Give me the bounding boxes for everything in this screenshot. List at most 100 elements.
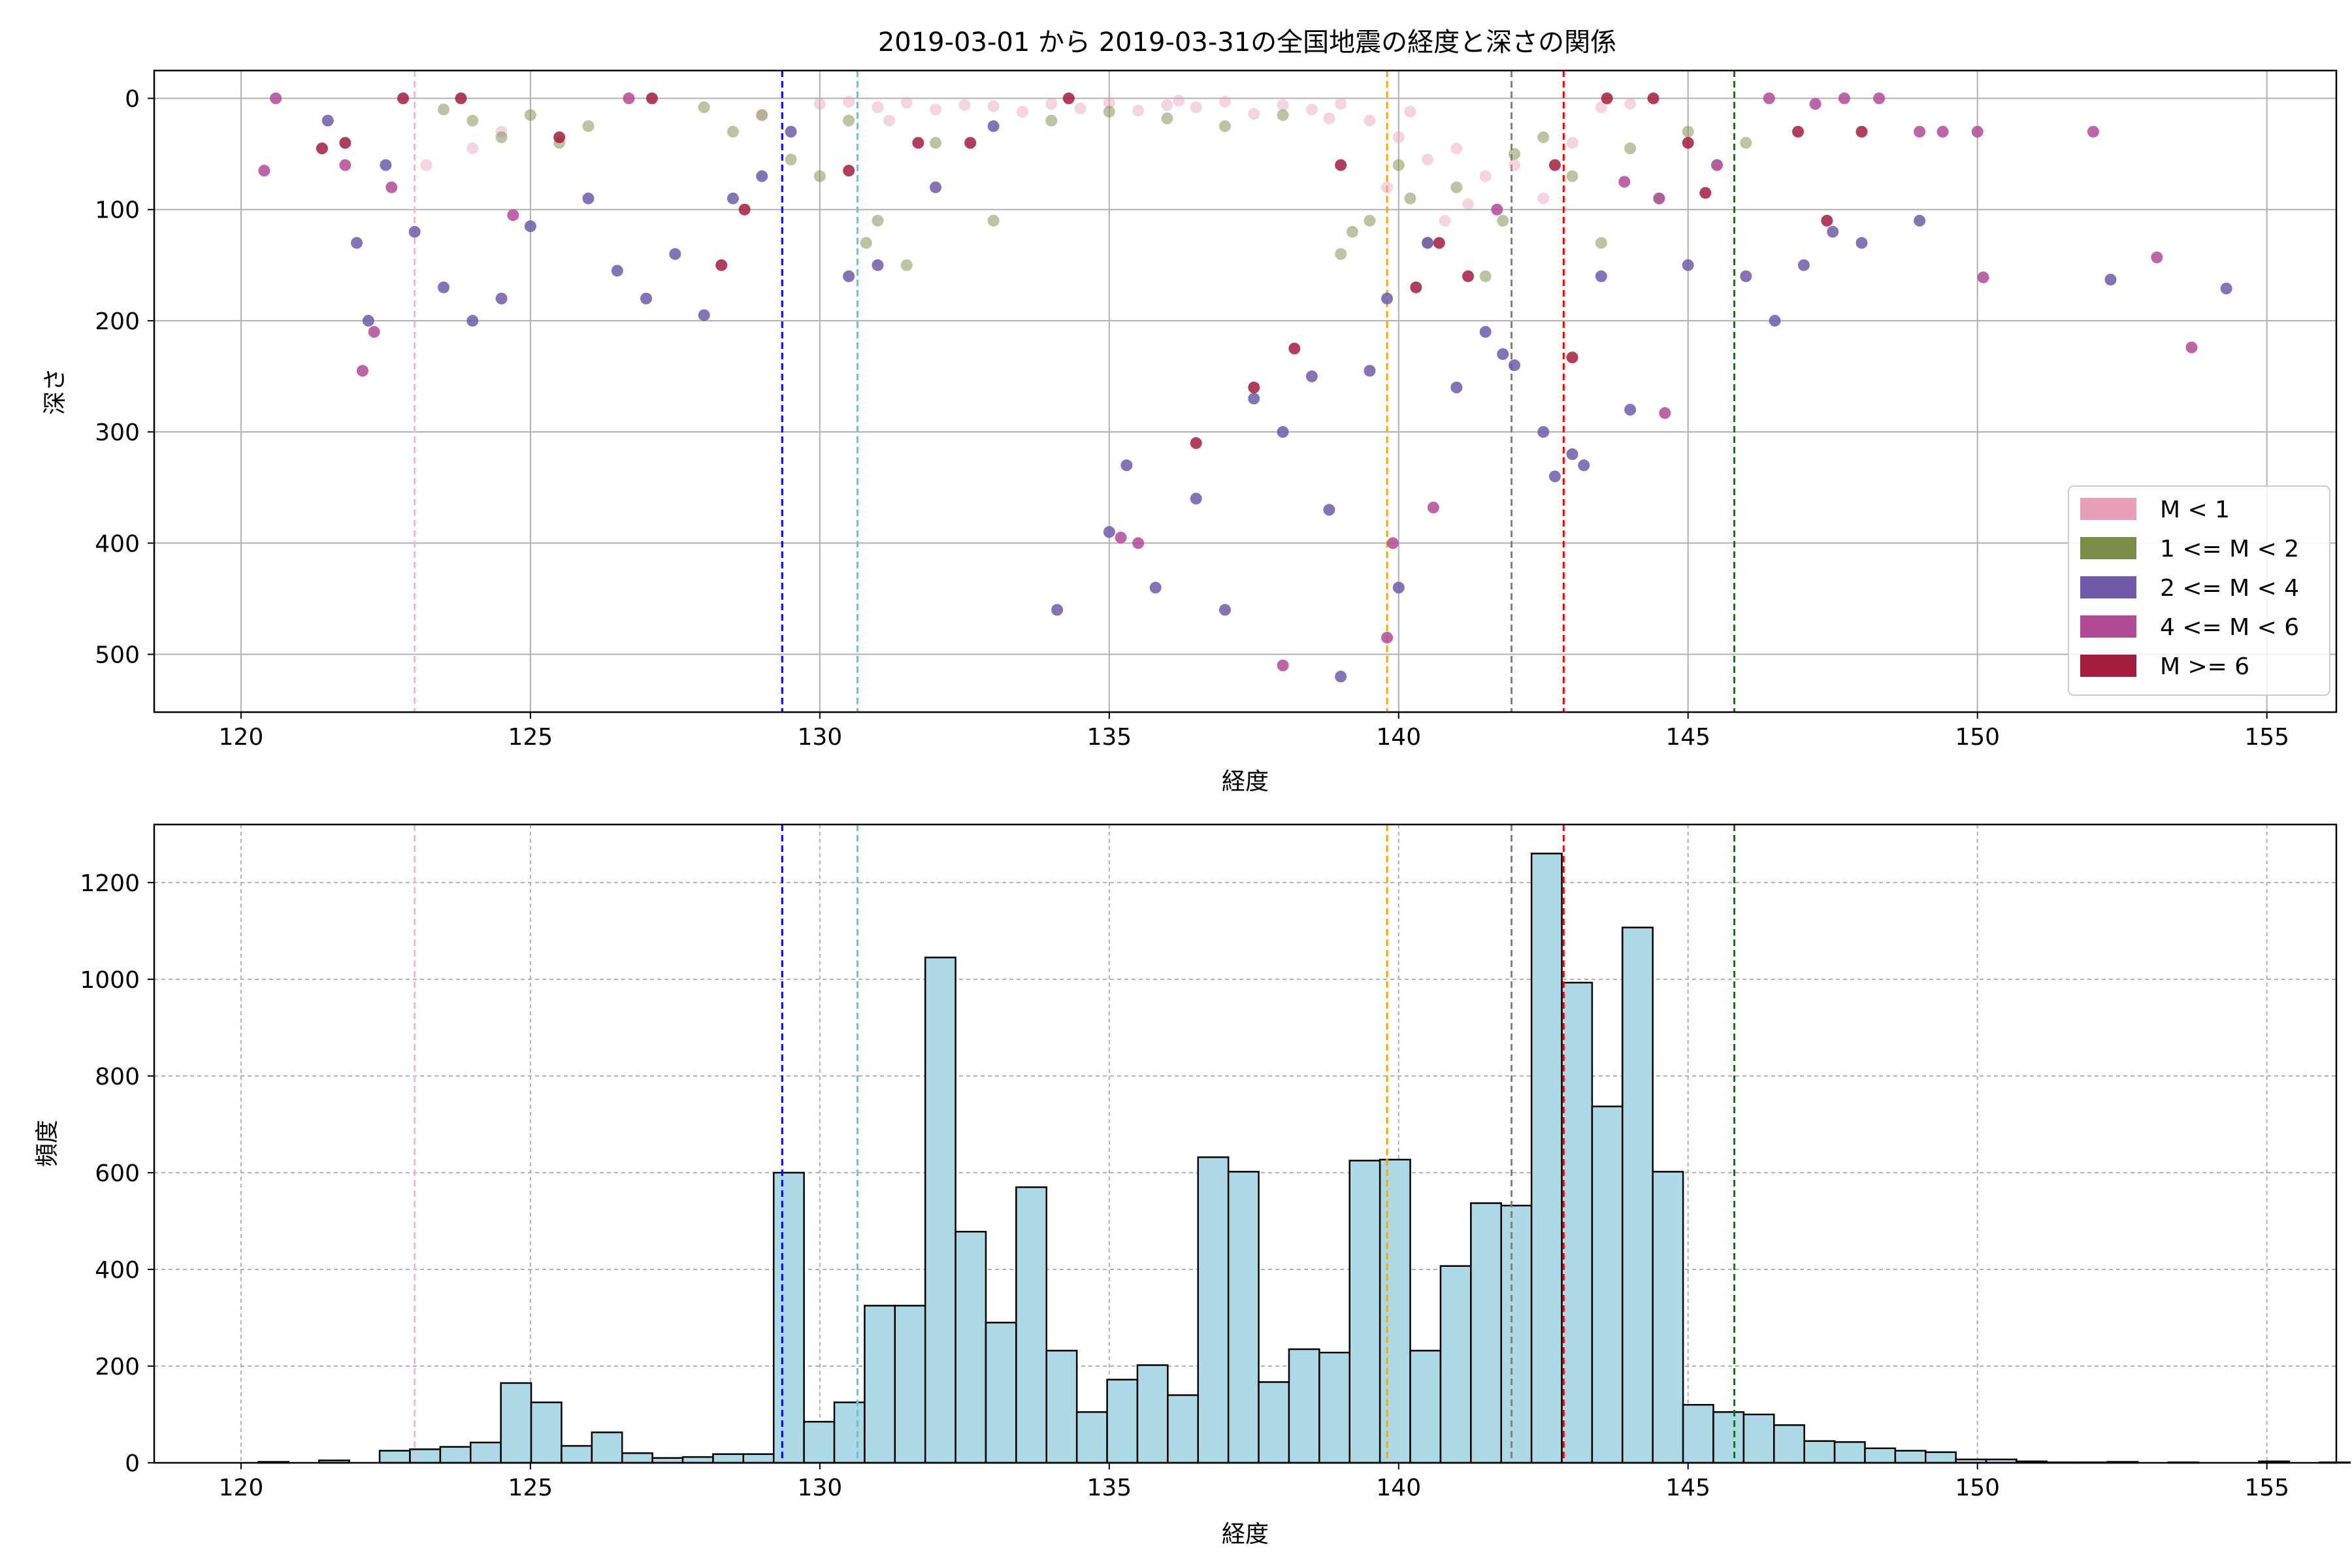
scatter-point bbox=[1335, 98, 1347, 110]
scatter-point bbox=[1051, 604, 1064, 616]
scatter-point bbox=[1305, 370, 1318, 383]
scatter-point bbox=[872, 214, 884, 227]
scatter-point bbox=[1381, 181, 1394, 193]
scatter-point bbox=[495, 292, 508, 304]
scatter-point bbox=[900, 97, 913, 109]
scatter-point bbox=[582, 192, 595, 204]
scatter-point bbox=[1323, 504, 1335, 516]
scatter-point bbox=[339, 137, 351, 149]
histogram-bar bbox=[1742, 1413, 1775, 1464]
scatter-point bbox=[1335, 159, 1347, 171]
histogram-x-ticks: 120 125 130 135 140 145 150 155 bbox=[219, 1463, 2289, 1501]
y-tick-label: 400 bbox=[95, 1257, 140, 1284]
scatter-point bbox=[1248, 108, 1260, 120]
scatter-point bbox=[1277, 426, 1289, 438]
scatter-point bbox=[645, 92, 658, 105]
scatter-point bbox=[1433, 237, 1445, 249]
y-tick-label: 400 bbox=[95, 531, 140, 557]
histogram-bar bbox=[833, 1401, 866, 1464]
histogram-bar bbox=[1258, 1381, 1290, 1464]
histogram-bar bbox=[1682, 1403, 1714, 1464]
x-tick-label: 130 bbox=[797, 724, 842, 751]
scatter-point bbox=[1624, 98, 1637, 110]
legend-label: 1 <= M < 2 bbox=[2160, 536, 2299, 563]
histogram-grid bbox=[154, 825, 2336, 1463]
scatter-point bbox=[1386, 537, 1399, 549]
histogram-bar bbox=[1288, 1348, 1320, 1464]
scatter-point bbox=[623, 92, 635, 105]
histogram-bar bbox=[1318, 1351, 1351, 1464]
scatter-point bbox=[930, 181, 942, 193]
scatter-point bbox=[1410, 281, 1422, 293]
legend-swatch bbox=[2080, 498, 2136, 520]
scatter-point bbox=[1763, 92, 1775, 105]
chart-title: 2019-03-01 から 2019-03-31の全国地震の経度と深さの関係 bbox=[878, 27, 1616, 57]
scatter-point bbox=[2151, 251, 2163, 263]
scatter-point bbox=[1971, 125, 1984, 138]
x-tick-label: 140 bbox=[1376, 1475, 1421, 1501]
histogram-bar bbox=[1925, 1451, 1957, 1464]
histogram-bar bbox=[439, 1446, 472, 1464]
scatter-point bbox=[1103, 105, 1115, 118]
scatter-point bbox=[1381, 631, 1394, 644]
y-tick-label: 200 bbox=[95, 1354, 140, 1380]
scatter-point bbox=[1335, 248, 1347, 260]
scatter-point bbox=[1508, 159, 1520, 171]
scatter-point bbox=[1190, 437, 1202, 449]
scatter-point bbox=[1450, 181, 1463, 193]
histogram-x-axis-label: 経度 bbox=[1222, 1521, 1269, 1548]
y-tick-label: 200 bbox=[95, 308, 140, 335]
scatter-point bbox=[1479, 325, 1492, 338]
scatter-point bbox=[466, 114, 479, 127]
y-tick-label: 1200 bbox=[80, 870, 140, 897]
scatter-point bbox=[843, 270, 855, 282]
scatter-point bbox=[1699, 187, 1712, 199]
scatter-point bbox=[872, 101, 884, 114]
scatter-point bbox=[1682, 125, 1694, 138]
scatter-point bbox=[1914, 125, 1926, 138]
histogram-bar bbox=[591, 1431, 623, 1464]
histogram-bar bbox=[469, 1441, 502, 1464]
scatter-point bbox=[2185, 341, 2198, 353]
histogram-bar bbox=[772, 1171, 805, 1464]
scatter-point bbox=[1422, 154, 1434, 166]
scatter-y-ticks: 0 100 200 300 400 500 bbox=[95, 86, 154, 669]
scatter-point bbox=[1364, 365, 1376, 377]
scatter-point bbox=[356, 365, 368, 377]
histogram-bar bbox=[1712, 1411, 1745, 1464]
scatter-point bbox=[437, 281, 449, 293]
scatter-point bbox=[1566, 137, 1578, 149]
scatter-point bbox=[1508, 359, 1520, 372]
histogram-bar bbox=[561, 1445, 593, 1464]
scatter-point bbox=[420, 159, 433, 171]
scatter-point bbox=[1149, 581, 1162, 594]
scatter-point bbox=[1740, 270, 1752, 282]
scatter-point bbox=[1364, 214, 1376, 227]
scatter-point bbox=[930, 137, 942, 149]
scatter-point bbox=[1682, 137, 1694, 149]
histogram-bar bbox=[1167, 1394, 1200, 1464]
x-tick-label: 145 bbox=[1665, 1475, 1710, 1501]
scatter-point bbox=[1873, 92, 1886, 105]
scatter-point bbox=[1346, 225, 1358, 238]
scatter-point bbox=[1537, 131, 1550, 144]
scatter-point bbox=[987, 214, 1000, 227]
histogram-bar bbox=[621, 1452, 653, 1464]
scatter-point bbox=[1497, 214, 1509, 227]
scatter-point bbox=[987, 120, 1000, 133]
x-tick-label: 135 bbox=[1086, 724, 1132, 751]
scatter-point bbox=[1838, 92, 1850, 105]
scatter-point bbox=[843, 95, 855, 108]
histogram-bar bbox=[1773, 1424, 1805, 1464]
scatter-point bbox=[1595, 237, 1607, 249]
histogram-bar bbox=[1530, 853, 1563, 1464]
scatter-point bbox=[1595, 270, 1607, 282]
scatter-point bbox=[1647, 92, 1659, 105]
scatter-point bbox=[1491, 203, 1503, 216]
legend-label: M >= 6 bbox=[2160, 653, 2249, 680]
histogram-bar bbox=[1500, 1204, 1533, 1464]
scatter-point bbox=[437, 103, 449, 116]
scatter-point bbox=[1364, 114, 1376, 127]
scatter-point bbox=[813, 170, 826, 182]
